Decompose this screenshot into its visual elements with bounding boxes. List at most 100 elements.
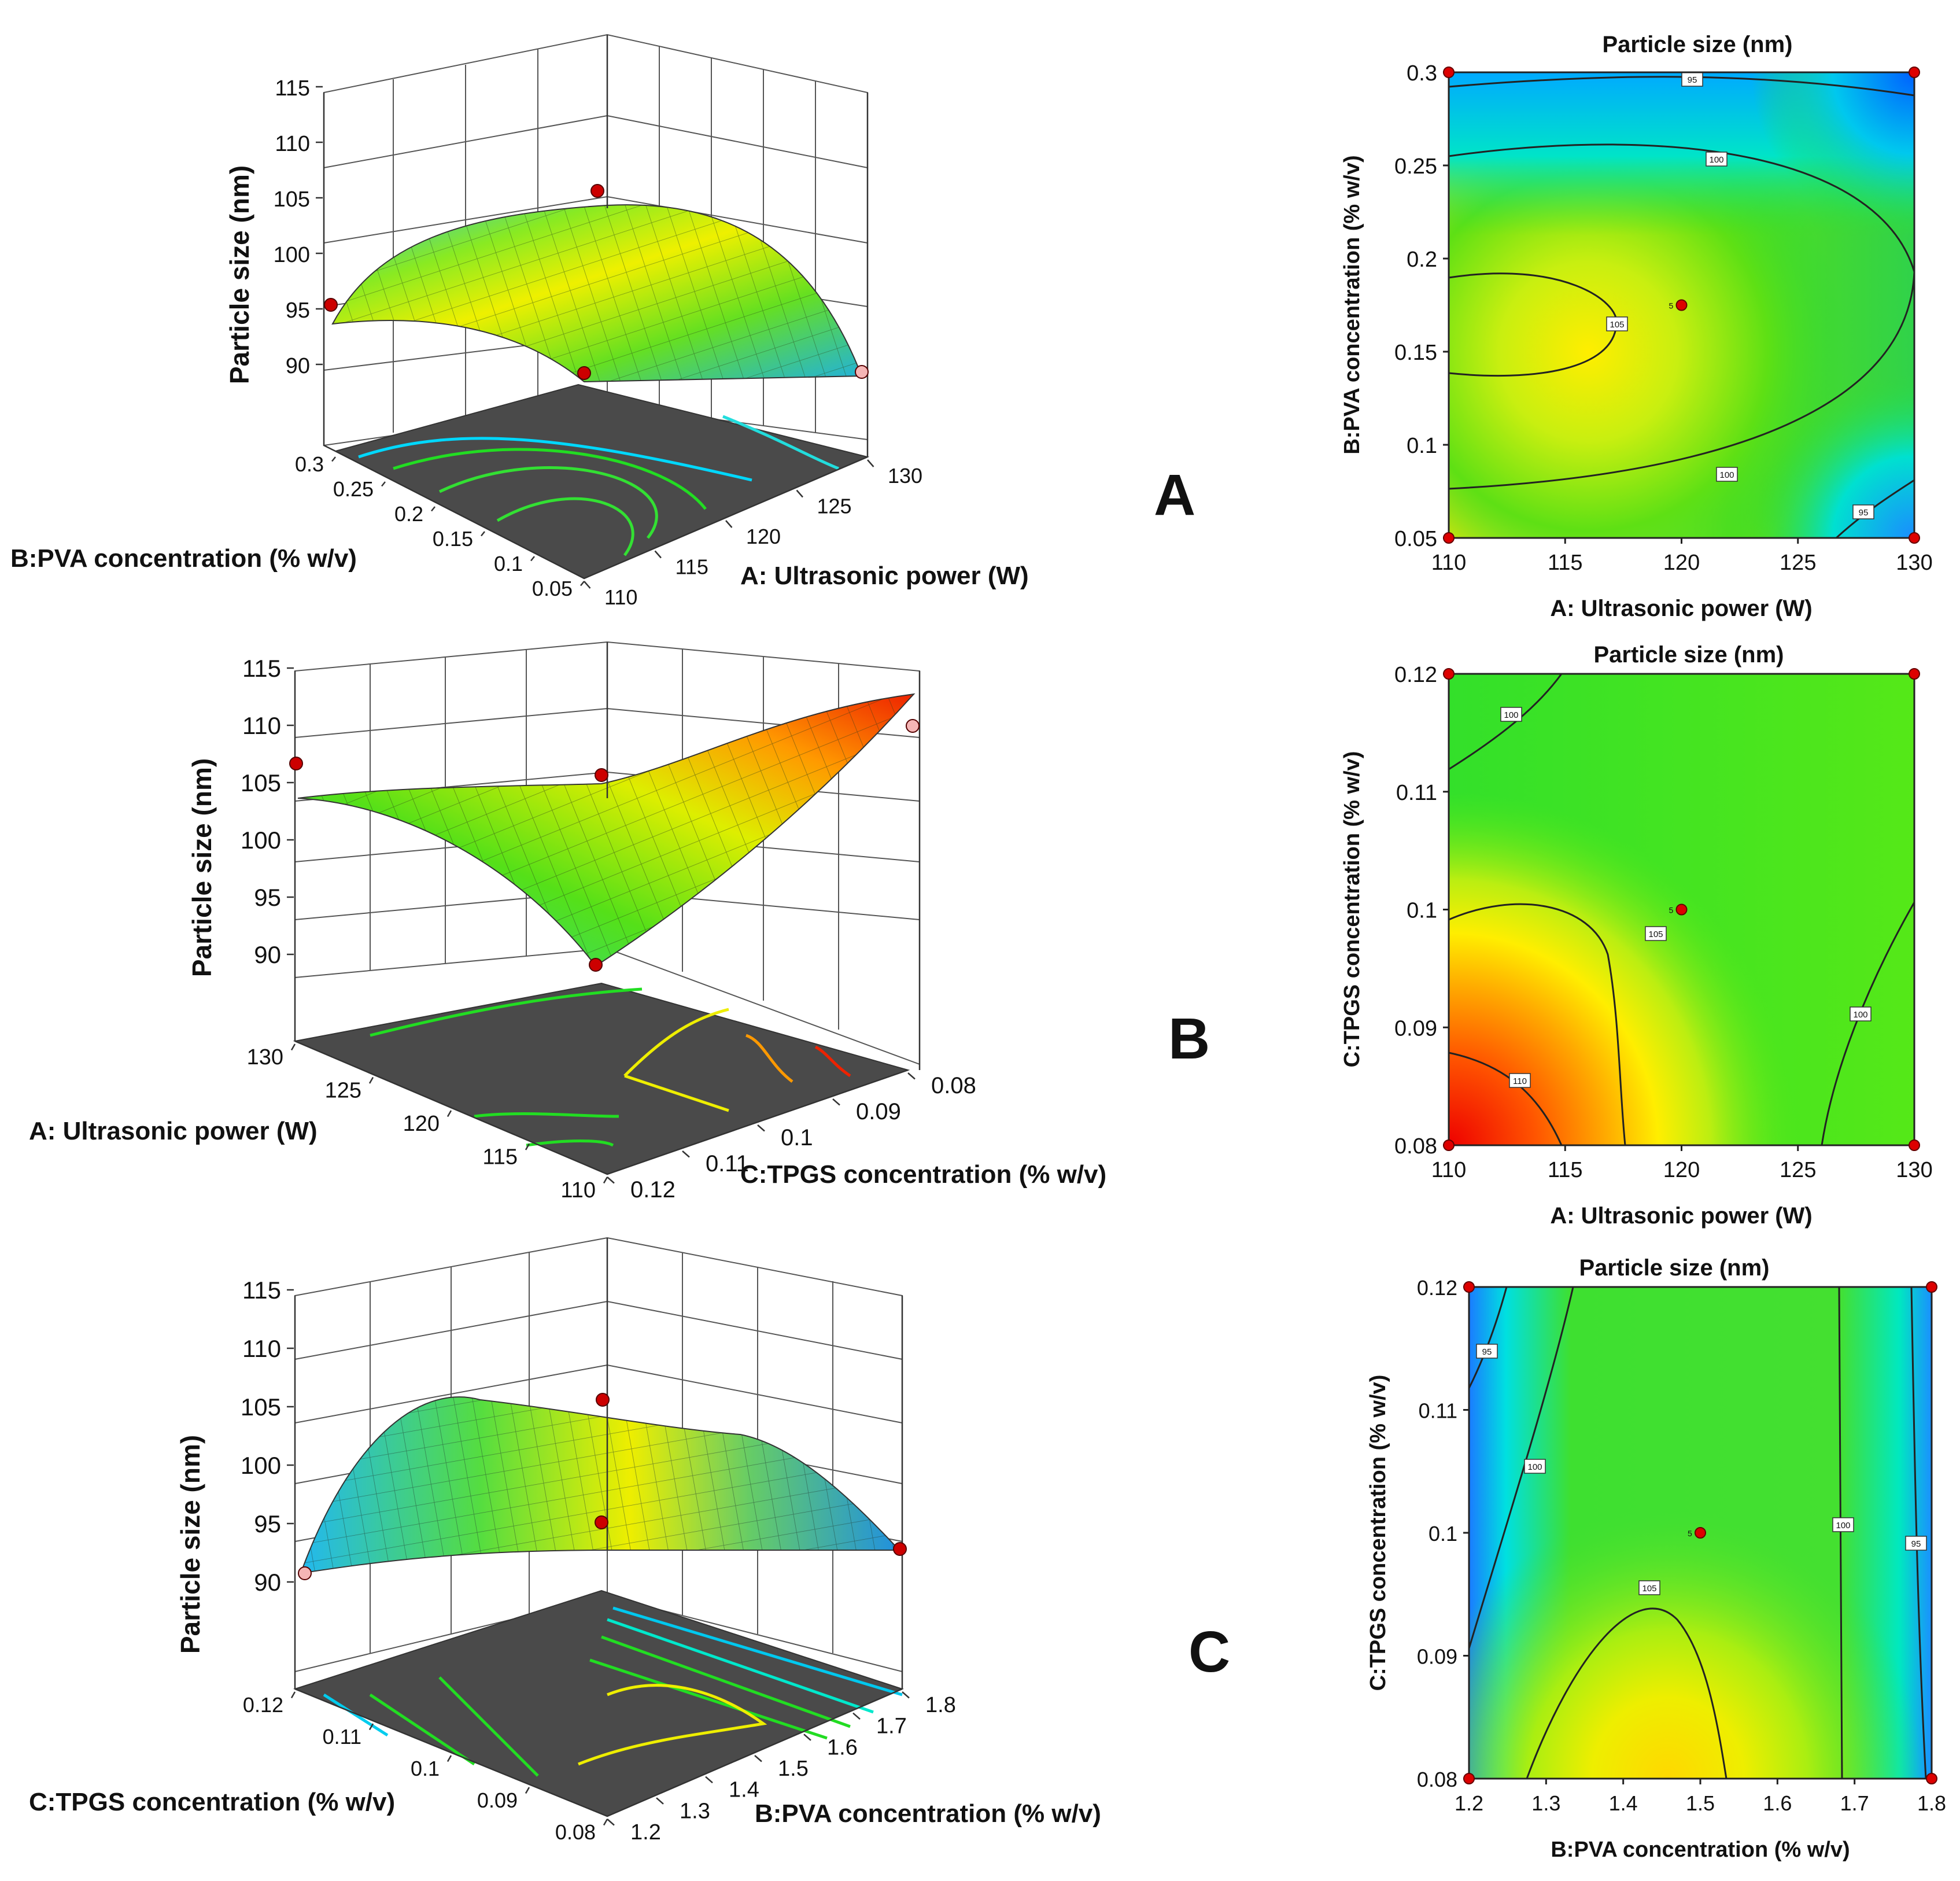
floor-tick-mark [530, 556, 535, 562]
floor-tick-label: 0.11 [323, 1725, 361, 1749]
floor-tick-mark [431, 506, 435, 512]
contour-level-label: 100 [1836, 1521, 1850, 1530]
corner-design-point [1463, 1773, 1475, 1784]
contour-labels-a: 95 100 105 100 95 [1606, 72, 1874, 519]
design-point [589, 958, 603, 972]
contour-ylabel-c: C:TPGS concentration (% w/v) [1366, 1375, 1390, 1691]
x-tick-label: 130 [1896, 551, 1932, 575]
contour-level-label: 95 [1688, 75, 1697, 85]
y-tick-label: 0.15 [1394, 341, 1437, 365]
design-point [906, 719, 920, 733]
contour-xlabel-a: A: Ultrasonic power (W) [1550, 596, 1812, 621]
y-tick-label: 0.08 [1417, 1768, 1457, 1791]
contour-xlabel-c: B:PVA concentration (% w/v) [1551, 1838, 1850, 1862]
x-tick-label: 110 [1431, 551, 1467, 575]
surface-plot-a: 90 95 100 105 110 115 0.3 0.25 0.2 0.15 0.1 0.05 110… [10, 34, 1029, 609]
floor-tick-label: 125 [817, 495, 852, 518]
contour-level-label: 95 [1859, 508, 1869, 518]
floor-tick-mark [907, 1072, 916, 1080]
floor-tick-label: 0.12 [630, 1177, 676, 1203]
contour-level-label: 100 [1527, 1462, 1542, 1472]
corner-design-point [1926, 1773, 1937, 1784]
floor-tick-mark [754, 1755, 762, 1762]
z-tick-label: 110 [242, 1335, 281, 1362]
floor-tick-label: 115 [676, 555, 708, 579]
design-points-b [289, 719, 920, 972]
floor-tick-label: 1.2 [630, 1820, 661, 1845]
x-tick-label: 120 [1663, 1158, 1700, 1182]
contour-points-a: 5 [1443, 67, 1920, 544]
floor-tick-mark [803, 1734, 811, 1741]
x-tick-label: 130 [1896, 1158, 1932, 1182]
z-tick-label: 110 [242, 712, 281, 739]
axes-frame-b [294, 642, 921, 1175]
contour-level-label: 105 [1610, 320, 1624, 330]
contour-title-b: Particle size (nm) [1593, 642, 1784, 667]
floor-tick-label: 120 [403, 1112, 440, 1136]
response-surface-b [297, 693, 916, 967]
floor-tick-mark [290, 1043, 296, 1051]
axes-frame-c [294, 1238, 903, 1817]
floor-tick-label: 1.8 [925, 1693, 956, 1717]
floor-tick-label: 0.08 [555, 1820, 596, 1844]
contour-level-box [1524, 1459, 1546, 1474]
axis-ticks-b: 90 95 100 105 110 115 130 125 120 115 110 0.12 0.11 0… [241, 655, 976, 1203]
z-tick-label: 115 [242, 655, 281, 682]
corner-design-point [1909, 1139, 1920, 1151]
x-tick-label: 125 [1780, 551, 1816, 575]
base-plane-b [293, 982, 910, 1175]
contour-level-box [1852, 504, 1874, 519]
y-tick-label: 0.05 [1394, 527, 1437, 551]
z-tick-label: 100 [241, 827, 281, 854]
contour-labels-b: 100 105 110 100 [1500, 707, 1872, 1088]
y-tick-label: 0.12 [1417, 1276, 1457, 1300]
y-tick-label: 0.09 [1417, 1645, 1457, 1669]
floor-tick-label: 0.2 [394, 502, 423, 526]
x-tick-label: 115 [1548, 551, 1583, 575]
corner-design-point [1443, 532, 1455, 544]
contour-xlabel-b: A: Ultrasonic power (W) [1550, 1203, 1812, 1229]
floor-tick-label: 1.6 [827, 1735, 858, 1760]
contour-level-label: 100 [1853, 1010, 1867, 1020]
floor-tick-mark [525, 1143, 530, 1150]
y-tick-label: 0.08 [1394, 1134, 1437, 1159]
y-tick-label: 0.1 [1407, 434, 1437, 458]
y-tick-label: 0.11 [1396, 781, 1437, 805]
floor-tick-mark [607, 1819, 615, 1826]
corner-design-point [1443, 1139, 1455, 1151]
floor-tick-mark [368, 1076, 374, 1084]
floor-tick-mark [331, 456, 336, 462]
y-tick-label: 0.09 [1394, 1016, 1437, 1041]
design-point [298, 1566, 312, 1580]
surface-plot-b: 90 95 100 105 110 115 130 125 120 115 110 0.12 0.11 0… [29, 641, 1106, 1203]
design-point [893, 1542, 907, 1556]
z-tick-label: 115 [242, 1277, 281, 1304]
floor-tick-label: 1.3 [680, 1799, 710, 1823]
contour-level-box [1606, 316, 1628, 331]
x-tick-label: 1.5 [1686, 1791, 1715, 1815]
y-tick-label: 0.2 [1407, 248, 1437, 272]
floor-tick-mark [603, 1176, 608, 1184]
floor-tick-label: 115 [482, 1145, 518, 1170]
floor-tick-mark [481, 531, 485, 537]
floor-tick-mark [705, 1776, 713, 1784]
floor-tick-mark [757, 1124, 765, 1132]
floor-tick-label: 110 [604, 585, 637, 609]
floor-tick-label: 120 [746, 525, 781, 548]
floor-tick-mark [368, 1723, 374, 1731]
contour-ticks-b: 110 115 120 125 130 0.08 0.09 0.1 0.11 0.12 [1394, 663, 1933, 1182]
design-points-c [298, 1393, 907, 1580]
corner-design-point [1443, 67, 1455, 78]
contour-level-box [1645, 926, 1667, 941]
corner-design-point [1909, 67, 1920, 78]
x-axis-label-a: A: Ultrasonic power (W) [740, 562, 1029, 590]
floor-tick-label: 0.05 [532, 577, 573, 600]
corner-design-point [1926, 1281, 1937, 1293]
z-tick-label: 105 [274, 187, 310, 212]
z-tick-label: 95 [254, 1510, 281, 1537]
floor-tick-mark [852, 1712, 861, 1720]
y-tick-label: 0.1 [1429, 1522, 1457, 1546]
floor-tick-mark [902, 1691, 910, 1699]
floor-tick-mark [654, 550, 662, 559]
